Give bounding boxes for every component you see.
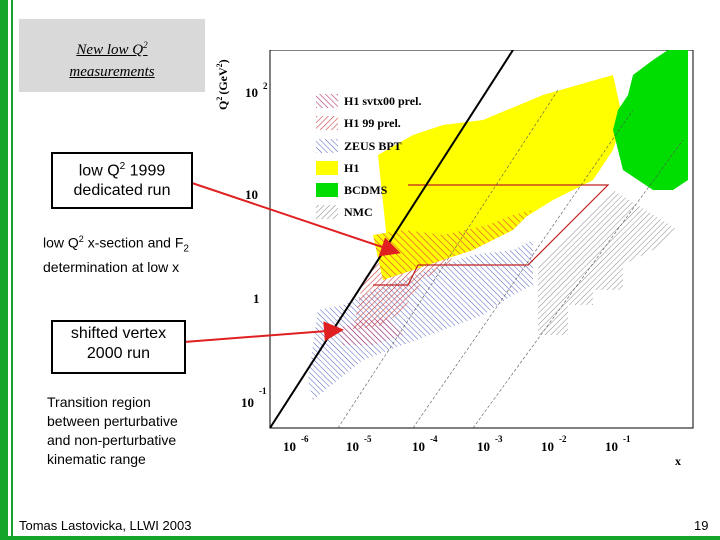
arrow-2000-run: [183, 321, 344, 343]
callout-2000-run: shifted vertex 2000 run: [51, 320, 186, 374]
svg-text:-1: -1: [623, 434, 631, 444]
note-transition: Transition region between perturbative a…: [47, 394, 178, 467]
legend-swatch-h1-99: [316, 116, 338, 130]
zeus-bpt-region: [308, 240, 533, 400]
title-box: [19, 19, 205, 92]
left-accent-line: [11, 0, 13, 540]
svg-text:Q2(GeV2): Q2(GeV2): [215, 59, 230, 110]
h1-region: [378, 75, 623, 250]
x-tick-1em4: 10 -4: [412, 434, 438, 454]
svg-text:10: 10: [283, 439, 296, 454]
legend-swatch-nmc: [316, 205, 338, 219]
y-tick-1e2: 10 2: [245, 81, 268, 100]
y-tick-1e0: 1: [253, 291, 260, 306]
svg-text:-3: -3: [495, 434, 503, 444]
legend-label-bcdms: BCDMS: [344, 183, 388, 197]
svg-text:1: 1: [253, 291, 260, 306]
svg-text:-1: -1: [259, 386, 267, 396]
legend-swatch-zeus-bpt: [316, 139, 338, 153]
svg-text:10: 10: [605, 439, 618, 454]
legend-label-h1-svtx00: H1 svtx00 prel.: [344, 94, 421, 108]
svg-text:10: 10: [245, 187, 258, 202]
svg-text:-5: -5: [364, 434, 372, 444]
x-tick-1em1: 10 -1: [605, 434, 631, 454]
legend-swatch-h1-svtx00: [316, 94, 338, 108]
bcdms-region: [613, 50, 688, 190]
legend-label-nmc: NMC: [344, 205, 373, 219]
plot-frame: [269, 50, 694, 429]
arrow-1999-run: [188, 181, 401, 257]
legend-swatch-bcdms: [316, 183, 338, 197]
left-accent-bar: [0, 0, 8, 540]
y-tick-1em1: 10 -1: [241, 386, 267, 410]
y-tick-1e1: 10: [245, 187, 258, 202]
legend-label-h1: H1: [344, 161, 359, 175]
svg-text:-2: -2: [559, 434, 567, 444]
y-axis-label: Q2(GeV2): [215, 59, 230, 110]
svg-text:10: 10: [245, 85, 258, 100]
svg-text:10: 10: [541, 439, 554, 454]
svg-text:2: 2: [263, 81, 268, 91]
legend-label-zeus-bpt: ZEUS BPT: [344, 139, 402, 153]
slide-title: New low Q2 measurements: [19, 34, 205, 83]
callout-1999-run: low Q2 1999 dedicated run: [51, 152, 193, 209]
page-number: 19: [694, 518, 709, 533]
footer-author: Tomas Lastovicka, LLWI 2003: [19, 518, 192, 533]
svg-text:-6: -6: [301, 434, 309, 444]
x-tick-1em2: 10 -2: [541, 434, 567, 454]
svg-text:-4: -4: [430, 434, 438, 444]
legend-label-h1-99: H1 99 prel.: [344, 116, 401, 130]
x-tick-1em5: 10 -5: [346, 434, 372, 454]
h1-svtx00-region: [338, 318, 403, 345]
x-tick-1em3: 10 -3: [477, 434, 503, 454]
legend: H1 svtx00 prel. H1 99 prel. ZEUS BPT H1 …: [316, 94, 421, 219]
h1-1999-overlap-region: [373, 210, 533, 280]
legend-swatch-h1: [316, 161, 338, 175]
svg-text:10: 10: [241, 395, 254, 410]
note-xsection: low Q2 x-section and F2 determination at…: [43, 234, 189, 276]
svg-text:10: 10: [346, 439, 359, 454]
x-tick-1em6: 10 -6: [283, 434, 309, 454]
x-axis-label: x: [675, 454, 681, 468]
title-line-2: measurements: [69, 64, 155, 80]
nmc-region: [538, 190, 678, 335]
bottom-accent-bar: [0, 536, 720, 540]
title-line-1: New low Q2: [76, 40, 148, 58]
dedicated-run-outline: [373, 184, 610, 286]
svg-text:10: 10: [477, 439, 490, 454]
svg-text:10: 10: [412, 439, 425, 454]
kinematic-plane-plot: Q2(GeV2) 10 2 10 1 10 -1 10 -6 10 -5 10 -4 10…: [215, 50, 694, 468]
